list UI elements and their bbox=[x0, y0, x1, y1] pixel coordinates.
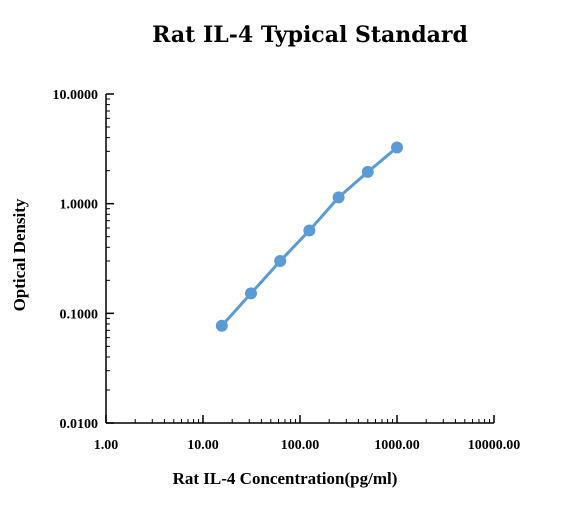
x-tick-label: 10.00 bbox=[187, 438, 219, 453]
x-tick-label: 1000.00 bbox=[374, 438, 420, 453]
data-point bbox=[274, 255, 287, 268]
chart-title: Rat IL-4 Typical Standard bbox=[152, 22, 468, 48]
x-tick-label: 1.00 bbox=[94, 438, 119, 453]
y-axis-label: Optical Density bbox=[10, 198, 29, 311]
data-point bbox=[215, 319, 228, 332]
x-axis-label: Rat IL-4 Concentration(pg/ml) bbox=[173, 469, 398, 488]
data-point bbox=[391, 141, 403, 154]
y-tick-label: 10.0000 bbox=[53, 88, 99, 103]
y-tick-label: 0.1000 bbox=[60, 307, 99, 322]
axes: 1.00 10.00 100.00 1000.00 10000.00 0.0100 0.10… bbox=[53, 88, 521, 453]
x-tick-label: 10000.00 bbox=[468, 438, 521, 453]
data-point bbox=[303, 224, 316, 237]
series-layer bbox=[215, 141, 403, 332]
y-tick-label: 0.0100 bbox=[60, 417, 99, 432]
data-point bbox=[245, 287, 258, 300]
x-tick-label: 100.00 bbox=[281, 438, 320, 453]
y-tick-label: 1.0000 bbox=[60, 198, 99, 213]
data-point bbox=[332, 191, 345, 204]
data-point bbox=[361, 165, 374, 178]
